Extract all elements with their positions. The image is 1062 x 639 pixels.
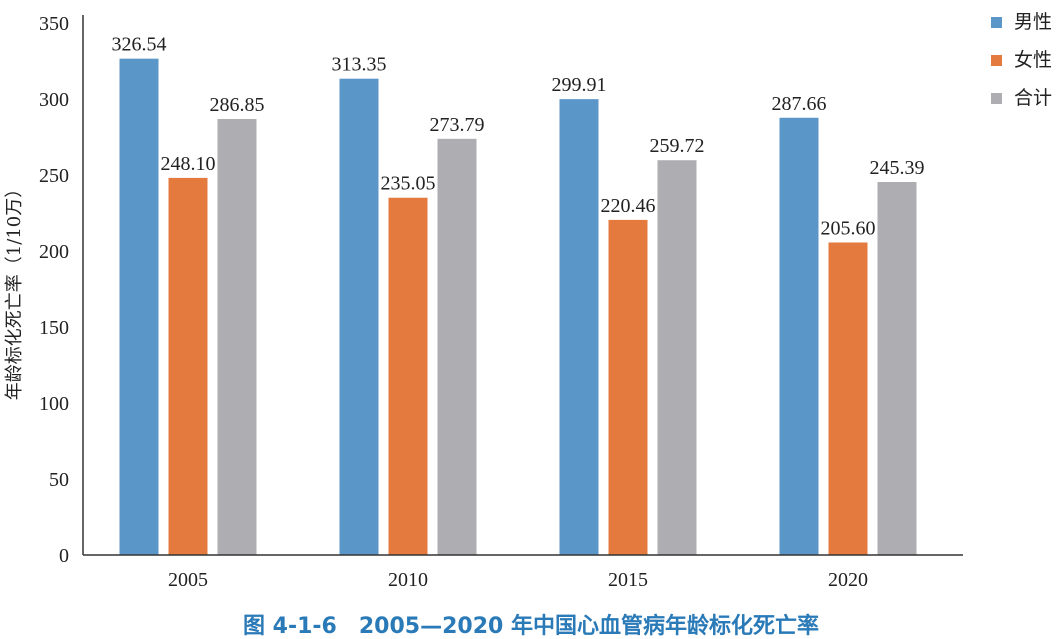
bar-女性-2005 — [168, 177, 208, 555]
x-tick-label: 2005 — [168, 569, 208, 591]
y-tick-label: 150 — [39, 317, 69, 339]
x-tick-label: 2020 — [828, 569, 868, 591]
chart-title: 图 4-1-6 2005—2020 年中国心血管病年龄标化死亡率 — [243, 613, 819, 639]
data-label: 248.10 — [161, 153, 216, 175]
bar-女性-2015 — [608, 219, 648, 555]
y-axis-label: 年龄标化死亡率（1/10万） — [4, 180, 25, 400]
legend-swatch — [991, 55, 1002, 66]
data-label: 220.46 — [601, 195, 656, 217]
y-tick-label: 250 — [39, 165, 69, 187]
bar-合计-2010 — [437, 138, 477, 555]
data-label: 313.35 — [332, 54, 387, 76]
data-label: 273.79 — [430, 114, 485, 136]
bar-男性-2010 — [339, 78, 379, 555]
y-tick-label: 300 — [39, 89, 69, 111]
data-label: 259.72 — [650, 135, 705, 157]
bar-男性-2005 — [119, 58, 159, 555]
data-labels: 326.54 248.10 286.85 313.35 235.05 273.79 299.… — [112, 34, 925, 240]
legend-label: 女性 — [1014, 49, 1052, 71]
legend-label: 男性 — [1014, 11, 1052, 33]
bar-女性-2010 — [388, 197, 428, 555]
bar-合计-2015 — [657, 160, 697, 556]
y-tick-label: 50 — [49, 469, 69, 491]
bar-男性-2015 — [559, 99, 599, 555]
data-label: 245.39 — [870, 157, 925, 179]
legend-label: 合计 — [1014, 87, 1052, 109]
data-label: 235.05 — [381, 173, 436, 195]
data-label: 287.66 — [772, 93, 827, 115]
x-tick-label: 2015 — [608, 569, 648, 591]
bar-合计-2020 — [877, 182, 917, 555]
legend-swatch — [991, 93, 1002, 104]
legend-swatch — [991, 17, 1002, 28]
data-label: 286.85 — [210, 94, 265, 116]
bars — [119, 58, 917, 556]
bar-合计-2005 — [217, 118, 257, 555]
data-label: 205.60 — [821, 217, 876, 239]
bar-女性-2020 — [828, 242, 868, 555]
x-tick-label: 2010 — [388, 569, 428, 591]
data-label: 299.91 — [552, 74, 607, 96]
x-axis: 2005 2010 2015 2020 — [83, 554, 963, 591]
bar-男性-2020 — [779, 117, 819, 555]
y-tick-label: 350 — [39, 13, 69, 35]
y-tick-label: 200 — [39, 241, 69, 263]
y-axis: 0 50 100 150 200 250 300 350 — [39, 13, 84, 567]
data-label: 326.54 — [112, 34, 167, 56]
y-tick-label: 0 — [59, 545, 69, 567]
y-tick-label: 100 — [39, 393, 69, 415]
